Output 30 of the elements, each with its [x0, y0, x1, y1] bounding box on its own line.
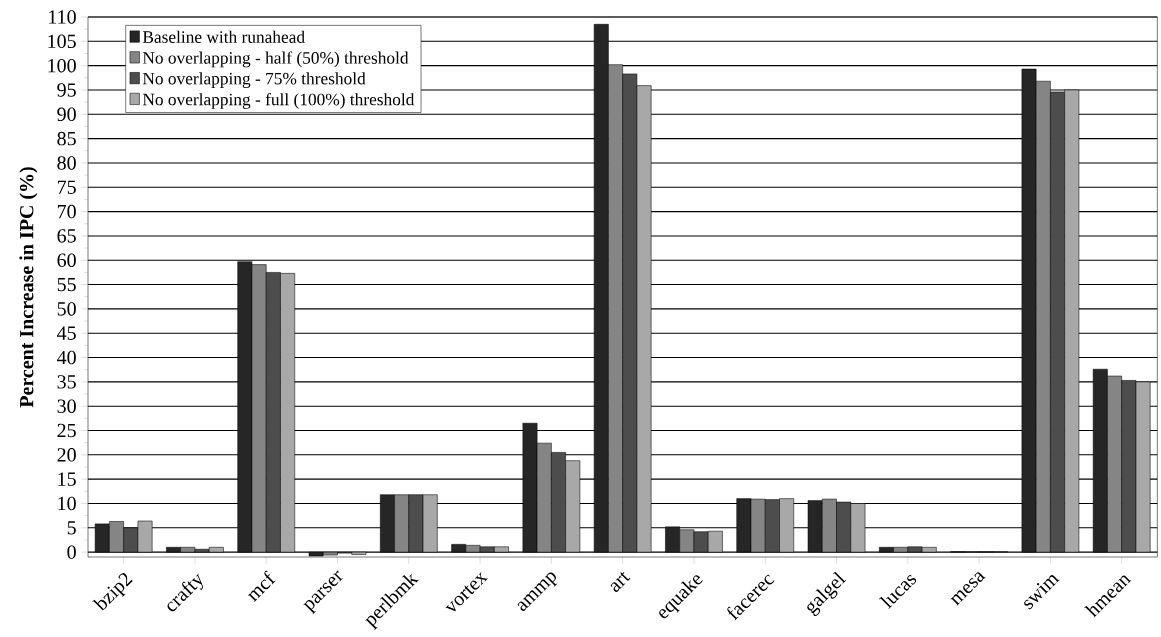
- y-tick-label: 65: [57, 229, 76, 243]
- legend-label: No overlapping - half (50%) threshold: [142, 51, 409, 68]
- y-axis-title: Percent Increase in IPC (%): [19, 167, 38, 408]
- y-tick-label: 110: [49, 10, 76, 24]
- y-tick-label: 50: [57, 302, 76, 316]
- y-tick-label: 20: [57, 448, 76, 462]
- y-tick-label: 75: [57, 180, 76, 195]
- x-tick-label: mcf: [248, 570, 276, 603]
- y-tick-label: 80: [57, 156, 76, 170]
- y-tick-label: 105: [48, 34, 76, 49]
- y-tick-label: 5: [67, 521, 76, 535]
- y-tick-label: 60: [57, 253, 76, 268]
- y-tick-label: 90: [57, 107, 76, 122]
- y-tick-label: 70: [57, 205, 76, 219]
- y-tick-label: 30: [57, 399, 76, 414]
- y-tick-label: 95: [57, 83, 76, 97]
- y-tick-label: 35: [57, 375, 76, 389]
- y-tick-label: 25: [57, 424, 76, 438]
- y-tick-label: 100: [48, 59, 76, 73]
- y-tick-label: 45: [57, 326, 76, 341]
- legend-label: No overlapping - full (100%) threshold: [142, 93, 415, 110]
- y-tick-label: 55: [57, 278, 76, 292]
- x-tick-label: art: [610, 572, 631, 593]
- y-tick-label: 10: [58, 496, 76, 511]
- legend-label: Baseline with runahead: [142, 30, 305, 44]
- y-tick-label: 0: [67, 545, 76, 560]
- y-tick-label: 85: [57, 132, 76, 146]
- y-tick-label: 40: [57, 351, 76, 365]
- y-tick-label: 15: [58, 472, 76, 487]
- legend-label: No overlapping - 75% threshold: [142, 72, 366, 89]
